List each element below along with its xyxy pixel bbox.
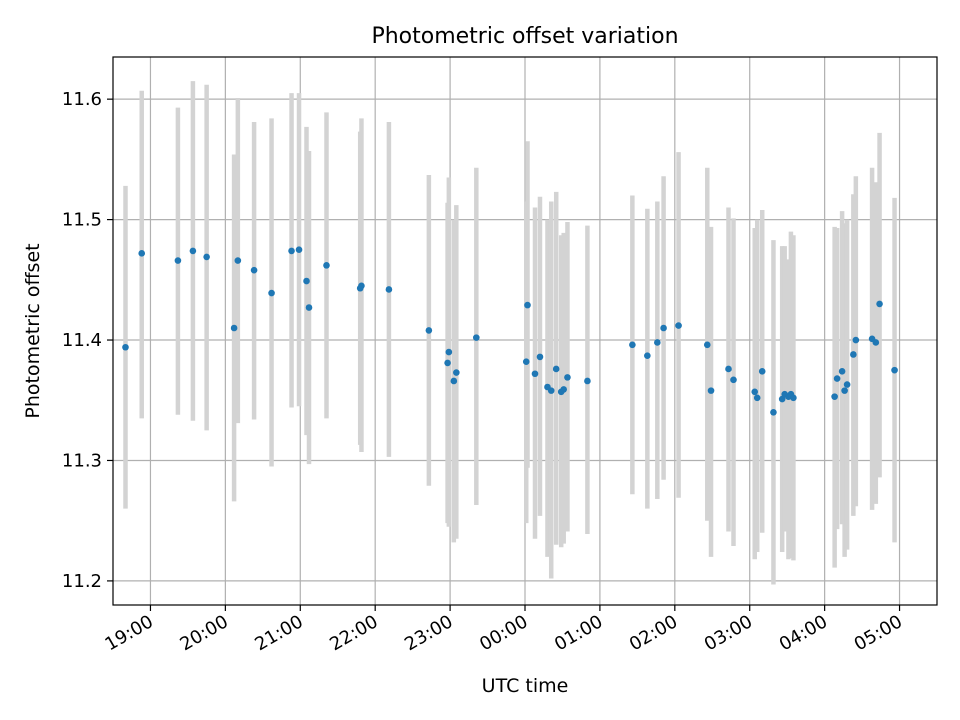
data-point <box>174 257 182 264</box>
data-point <box>385 286 393 293</box>
data-points <box>122 246 898 416</box>
data-point <box>295 246 303 254</box>
data-point <box>524 301 531 309</box>
data-point <box>323 262 330 269</box>
data-point <box>138 250 146 257</box>
data-point <box>552 365 560 373</box>
data-point <box>122 343 129 351</box>
data-point <box>305 304 313 311</box>
data-point <box>852 336 860 344</box>
y-tick-label: 11.3 <box>62 450 102 471</box>
data-point <box>838 368 846 375</box>
data-point <box>234 257 242 264</box>
data-point <box>703 341 711 349</box>
data-point <box>189 247 197 255</box>
data-point <box>891 366 898 374</box>
x-tick-label: 02:00 <box>626 611 681 655</box>
x-tick-label: 05:00 <box>851 611 906 655</box>
data-point <box>753 394 761 402</box>
x-axis-label: UTC time <box>482 675 569 697</box>
x-tick-label: 01:00 <box>551 611 606 655</box>
data-point <box>707 387 715 394</box>
data-point <box>841 387 848 394</box>
data-point <box>547 387 555 394</box>
x-tick-label: 21:00 <box>251 611 306 655</box>
data-point <box>522 358 530 366</box>
data-point <box>629 341 636 349</box>
data-point <box>203 253 210 261</box>
data-point <box>758 368 766 375</box>
y-tick-label: 11.6 <box>62 89 102 110</box>
data-point <box>725 365 732 373</box>
data-point <box>872 339 880 346</box>
y-tick-label: 11.4 <box>62 330 102 351</box>
data-point <box>564 374 571 381</box>
y-axis-label: Photometric offset <box>22 243 44 418</box>
data-point <box>843 381 851 388</box>
data-point <box>675 322 682 329</box>
data-point <box>654 339 661 346</box>
x-tick-label: 04:00 <box>776 611 831 655</box>
data-point <box>531 370 539 378</box>
data-point <box>876 300 883 308</box>
data-point <box>288 247 295 255</box>
data-point <box>660 324 667 332</box>
data-point <box>230 324 238 332</box>
data-point <box>303 277 310 285</box>
data-point <box>730 376 737 384</box>
chart-title: Photometric offset variation <box>371 24 678 49</box>
x-tick-label: 22:00 <box>326 611 381 655</box>
data-point <box>450 377 458 385</box>
x-tick-label: 20:00 <box>176 611 231 655</box>
data-point <box>425 327 433 334</box>
error-bars <box>123 81 897 585</box>
data-point <box>453 369 460 376</box>
axis-ticks: 19:00 20:00 21:00 22:00 23:00 00:00 01:00 02:00… <box>62 89 906 655</box>
data-point <box>850 351 857 358</box>
data-point <box>644 352 651 359</box>
data-point <box>833 375 841 382</box>
data-point <box>444 359 451 367</box>
y-tick-label: 11.2 <box>62 571 102 592</box>
data-point <box>751 388 759 396</box>
data-point <box>536 353 544 361</box>
y-tick-label: 11.5 <box>62 210 102 231</box>
data-point <box>770 408 777 416</box>
x-tick-label: 19:00 <box>102 611 157 655</box>
data-point <box>584 377 591 385</box>
data-point <box>560 386 568 393</box>
data-point <box>250 266 258 274</box>
data-point <box>358 282 365 290</box>
data-point <box>473 334 480 341</box>
x-tick-label: 23:00 <box>401 611 456 655</box>
x-tick-label: 03:00 <box>701 611 756 655</box>
data-point <box>445 348 453 356</box>
data-point <box>268 289 275 297</box>
data-point <box>790 394 797 402</box>
plot-frame <box>112 56 938 606</box>
x-tick-label: 00:00 <box>476 611 531 655</box>
data-point <box>831 393 838 400</box>
